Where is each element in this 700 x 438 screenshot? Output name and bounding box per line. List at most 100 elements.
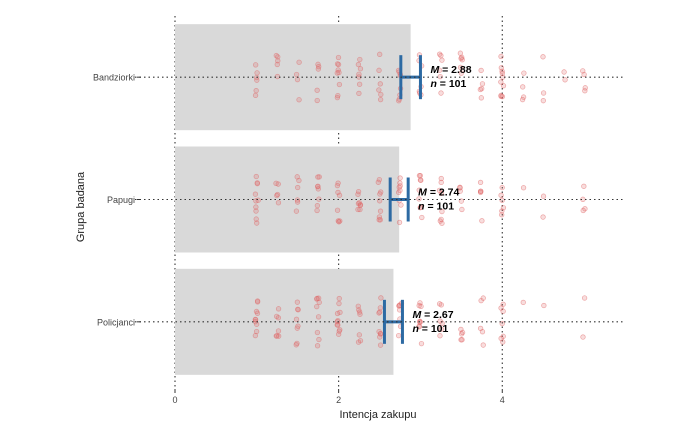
data-point [334, 61, 341, 67]
data-point [419, 214, 425, 221]
data-point [275, 58, 281, 64]
data-point [275, 315, 282, 321]
data-point [337, 327, 343, 333]
data-point [498, 53, 504, 60]
data-point [314, 202, 321, 209]
data-point [334, 70, 340, 76]
data-point [315, 183, 321, 190]
data-point [416, 187, 422, 193]
data-point [335, 92, 341, 99]
data-point [275, 200, 282, 206]
data-point [500, 301, 506, 307]
data-point [376, 87, 382, 93]
axes: Bandziorki Papugi Policjanci 0 2 4 [93, 73, 505, 405]
data-point [580, 207, 586, 214]
data-point [439, 208, 445, 215]
data-point [377, 208, 384, 214]
data-point [334, 322, 340, 328]
data-point [252, 191, 259, 197]
mean-annotation: M = 2.67 [412, 309, 453, 321]
category-lines [135, 76, 625, 323]
data-point [314, 296, 320, 302]
data-point [314, 343, 321, 349]
data-point [294, 340, 300, 347]
data-point [418, 340, 425, 347]
y-tick-label: Papugi [107, 195, 135, 205]
data-point [314, 303, 320, 310]
data-point [375, 179, 381, 185]
data-point [335, 189, 341, 196]
data-point [356, 332, 362, 338]
data-point [581, 295, 588, 301]
data-point [437, 218, 443, 224]
x-tick-label: 4 [500, 395, 505, 405]
x-tick-label: 2 [336, 395, 341, 405]
x-tick-label: 0 [172, 395, 177, 405]
data-point [499, 208, 505, 214]
data-point [458, 55, 464, 62]
y-tick-label: Policjanci [97, 317, 135, 327]
data-point [438, 53, 444, 59]
data-point [336, 300, 342, 307]
data-point [377, 217, 383, 223]
data-point [438, 326, 444, 332]
data-point [334, 310, 341, 317]
data-point [296, 59, 302, 65]
data-point [377, 331, 384, 337]
data-point [438, 179, 444, 186]
data-point [437, 73, 443, 80]
data-point [355, 191, 361, 197]
data-point [395, 332, 402, 339]
data-point [356, 81, 363, 87]
data-point [356, 71, 362, 77]
data-point [377, 81, 383, 87]
data-point [377, 309, 383, 315]
data-point [275, 328, 282, 334]
data-point [293, 208, 300, 214]
data-point [357, 66, 364, 72]
data-point [478, 67, 484, 74]
data-point [253, 173, 259, 180]
annotations: M = 2.88 n = 101 M = 2.74 n = 101 M = 2.67 n … [412, 64, 471, 335]
data-point [478, 188, 484, 194]
data-point [316, 174, 322, 180]
data-point [540, 54, 546, 60]
data-point [520, 84, 526, 90]
data-point [253, 208, 259, 214]
data-point [479, 85, 485, 92]
data-point [436, 67, 443, 73]
data-point [436, 301, 443, 307]
data-point [562, 77, 568, 83]
data-point [316, 336, 322, 343]
data-point [273, 333, 279, 339]
data-point [253, 321, 260, 327]
data-point [336, 295, 342, 302]
data-point [273, 52, 279, 59]
data-point [274, 73, 281, 80]
data-point [294, 76, 301, 83]
data-point [295, 184, 301, 191]
data-point [500, 333, 506, 339]
data-point [416, 302, 422, 309]
data-point [275, 306, 282, 312]
data-point [439, 57, 445, 63]
data-point [417, 205, 423, 211]
data-point [417, 319, 423, 325]
data-point [316, 196, 322, 202]
data-point [520, 185, 527, 191]
data-point [294, 199, 301, 205]
data-point [315, 66, 321, 72]
data-point [477, 325, 484, 332]
data-point [561, 69, 567, 75]
data-point [335, 54, 342, 61]
data-point [296, 177, 302, 184]
n-annotation: n = 101 [412, 323, 448, 335]
data-point [397, 187, 403, 193]
data-point [357, 311, 363, 317]
data-point [478, 297, 484, 304]
data-point [580, 334, 586, 340]
data-point [479, 81, 486, 87]
data-point [540, 98, 546, 104]
mean-annotation: M = 2.88 [430, 64, 471, 76]
data-point [499, 320, 505, 327]
